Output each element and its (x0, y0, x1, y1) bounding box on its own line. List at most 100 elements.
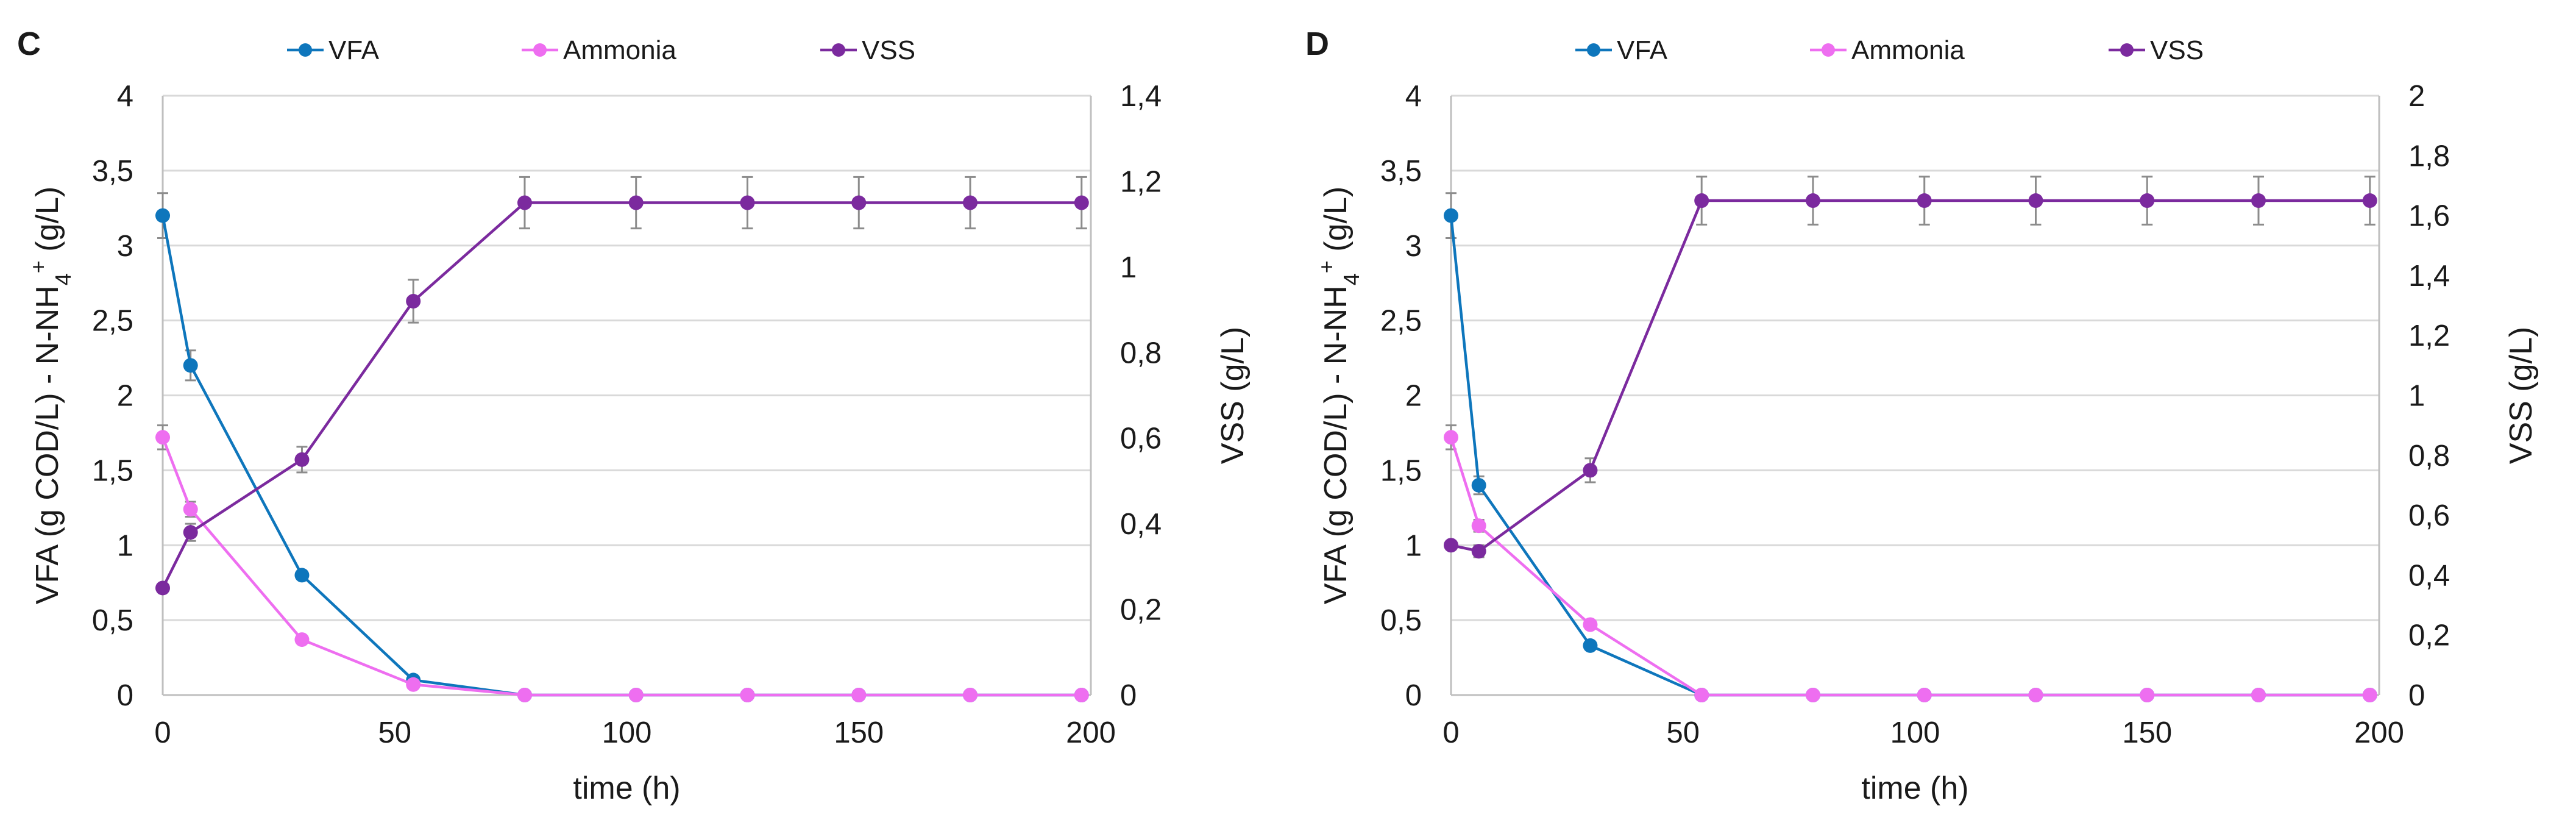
y-tick-label: 1 (117, 529, 133, 562)
x-tick-label: 150 (834, 716, 884, 749)
x-tick-label: 200 (1066, 716, 1116, 749)
data-point (183, 358, 198, 373)
legend-label-vfa: VFA (1617, 35, 1668, 65)
y-tick-label: 2 (117, 380, 133, 413)
y2-tick-label: 1,6 (2408, 200, 2450, 233)
data-point (1805, 193, 1820, 209)
y2-tick-label: 1,2 (2408, 319, 2450, 352)
y-tick-label: 4 (117, 80, 133, 113)
y2-axis-title: VSS (g/L) (1215, 327, 1251, 464)
data-point (406, 294, 421, 309)
data-point (1074, 688, 1089, 702)
data-point (2028, 688, 2043, 702)
data-point (1444, 430, 1458, 445)
data-point (1444, 538, 1458, 553)
y-axis-title-sup: + (1314, 260, 1339, 273)
data-point (628, 195, 644, 210)
y-tick-label: 3 (117, 230, 133, 263)
data-point (2362, 688, 2377, 702)
chart-c: C VFA Ammonia VSS 0 0,5 1 1,5 2 2,5 3 3,5 4 0 0,2 0,4… (17, 26, 1251, 806)
data-point (1583, 638, 1598, 653)
data-point (517, 195, 532, 210)
y-tick-label: 0,5 (1380, 604, 1422, 637)
y2-tick-label: 1,2 (1120, 165, 1162, 198)
legend-label-ammonia: Ammonia (563, 35, 676, 65)
data-point (851, 688, 867, 702)
data-point (155, 430, 170, 445)
y-tick-label: 1,5 (92, 454, 133, 487)
legend-marker-vfa (299, 43, 312, 57)
data-point (1583, 463, 1598, 478)
data-point (963, 195, 978, 210)
data-point (1471, 518, 1486, 533)
data-point (2140, 688, 2155, 702)
y2-tick-label: 0,8 (1120, 337, 1162, 369)
legend-marker-ammonia (533, 43, 547, 57)
y2-tick-label: 0 (1120, 679, 1137, 712)
data-point (1694, 688, 1709, 702)
legend-label-ammonia: Ammonia (1851, 35, 1965, 65)
y-axis-title-tail: (g/L) (1318, 187, 1354, 260)
y-tick-label: 3,5 (92, 155, 133, 188)
y-axis-title-sup: + (26, 260, 51, 273)
y2-tick-label: 1,8 (2408, 140, 2450, 173)
data-point (2251, 688, 2266, 702)
data-point (1074, 195, 1089, 210)
data-point (155, 580, 170, 596)
data-point (2251, 193, 2266, 209)
y-tick-label: 3,5 (1380, 155, 1422, 188)
data-point (1583, 617, 1598, 632)
x-tick-label: 50 (1666, 716, 1700, 749)
x-tick-label: 150 (2122, 716, 2172, 749)
panel-letter: C (17, 26, 41, 62)
y-tick-label: 2 (1405, 380, 1422, 413)
data-point (294, 568, 310, 583)
data-point (1917, 193, 1932, 209)
x-tick-label: 100 (602, 716, 652, 749)
y2-tick-label: 0,6 (1120, 423, 1162, 455)
legend-label-vss: VSS (2150, 35, 2204, 65)
y2-axis-title: VSS (g/L) (2503, 327, 2539, 464)
y2-tick-label: 1 (1120, 251, 1137, 284)
data-point (2140, 193, 2155, 209)
legend-marker-ammonia (1822, 43, 1835, 57)
y2-tick-label: 0,2 (1120, 594, 1162, 627)
chart-panel-d: D VFA Ammonia VSS 0 0,5 1 1,5 2 2,5 3 3,5 4 0 0,2 0,4… (1288, 0, 2576, 831)
x-axis-title: time (h) (573, 771, 680, 806)
data-point (1471, 477, 1486, 493)
y-tick-label: 0 (1405, 679, 1422, 712)
data-point (2362, 193, 2377, 209)
data-point (1694, 193, 1709, 209)
data-point (183, 525, 198, 540)
y-tick-label: 1,5 (1380, 454, 1422, 487)
series-line (161, 201, 1082, 589)
x-axis-title: time (h) (1861, 771, 1968, 806)
data-point (183, 502, 198, 517)
y-tick-label: 2,5 (1380, 305, 1422, 338)
x-tick-label: 0 (154, 716, 171, 749)
data-point (740, 688, 755, 702)
panel-letter: D (1305, 26, 1329, 62)
y-axis-title-main: VFA (g COD/L) - N-NH (1318, 285, 1354, 604)
series-line (1450, 199, 2370, 553)
y2-tick-label: 0 (2408, 679, 2425, 712)
data-point (1444, 208, 1458, 223)
y2-tick-label: 0,8 (2408, 440, 2450, 473)
series-line (161, 437, 1082, 697)
y2-tick-label: 0,2 (2408, 619, 2450, 652)
data-point (1805, 688, 1820, 702)
y-tick-label: 0 (117, 679, 133, 712)
legend-marker-vss (832, 43, 845, 57)
x-tick-label: 50 (378, 716, 411, 749)
y-tick-label: 0,5 (92, 604, 133, 637)
x-tick-label: 200 (2354, 716, 2404, 749)
x-tick-label: 100 (1890, 716, 1940, 749)
data-point (517, 688, 532, 702)
y2-tick-label: 2 (2408, 80, 2425, 113)
y2-tick-label: 1,4 (1120, 80, 1162, 113)
legend-marker-vfa (1587, 43, 1600, 57)
series-vss (155, 176, 1089, 596)
legend-marker-vss (2120, 43, 2134, 57)
data-point (294, 632, 310, 647)
chart-panel-c: C VFA Ammonia VSS 0 0,5 1 1,5 2 2,5 3 3,5 4 0 0,2 0,4… (17, 26, 1251, 806)
